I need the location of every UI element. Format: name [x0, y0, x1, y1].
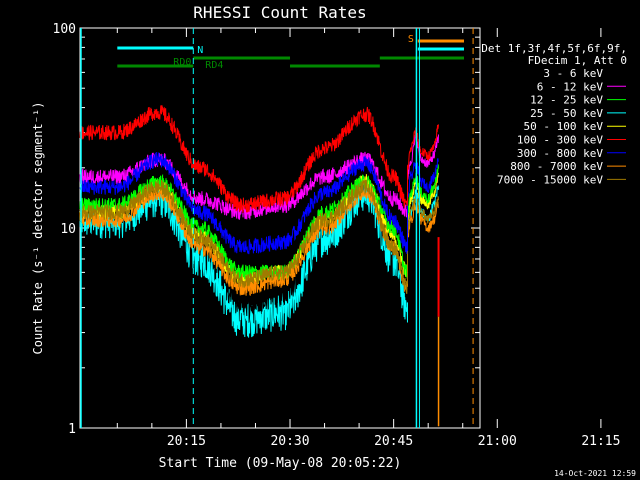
plot-area	[79, 27, 481, 429]
legend-header-line-2: FDecim 1, Att 0	[528, 54, 627, 67]
plot-frame	[79, 27, 481, 429]
series-line-6-12-keV	[79, 134, 439, 220]
flag-label-RD4: RD4	[205, 60, 223, 71]
x-tick-label: 20:30	[270, 434, 309, 449]
footer-date: 14-Oct-2021 12:59	[554, 469, 636, 478]
legend: Det 1f,3f,4f,5f,6f,9f, FDecim 1, Att 0 3…	[481, 42, 627, 186]
legend-label: 12 - 25 keV	[530, 94, 603, 107]
series-line-12-25-keV	[79, 164, 439, 281]
legend-label: 300 - 800 keV	[517, 147, 603, 160]
flag-label-S: S	[408, 34, 414, 45]
legend-label: 50 - 100 keV	[524, 120, 604, 133]
axis-ticks: 11010020:1520:3020:4521:0021:1521:3021:4…	[53, 22, 621, 449]
x-tick-label: 21:15	[581, 434, 620, 449]
legend-label: 800 - 7000 keV	[510, 160, 603, 173]
legend-label: 25 - 50 keV	[530, 107, 603, 120]
y-tick-label: 100	[53, 22, 76, 37]
x-tick-label: 20:45	[374, 434, 413, 449]
legend-label: 100 - 300 keV	[517, 134, 603, 147]
x-axis-label: Start Time (09-May-08 20:05:22)	[159, 456, 402, 471]
y-tick-label: 10	[60, 222, 76, 237]
x-tick-label: 21:00	[478, 434, 517, 449]
series-line-300-800-keV	[79, 151, 439, 255]
flag-label-RD0: RD0	[173, 57, 191, 68]
series-line-7000-15000-keV	[79, 179, 439, 295]
y-tick-label: 1	[68, 422, 76, 437]
series-curves	[79, 105, 440, 427]
legend-header-line-1: Det 1f,3f,4f,5f,6f,9f,	[481, 42, 627, 55]
y-axis-label: Count Rate (s⁻¹ detector segment⁻¹)	[31, 102, 45, 355]
flag-bars: N RD0 RD4 S	[117, 34, 464, 71]
vertical-markers	[80, 28, 474, 428]
x-tick-label: 20:15	[167, 434, 206, 449]
legend-label: 7000 - 15000 keV	[497, 173, 603, 186]
series-line-100-300-keV	[79, 105, 439, 213]
flag-label-N: N	[197, 45, 203, 56]
legend-label: 6 - 12 keV	[537, 80, 604, 93]
chart-title: RHESSI Count Rates	[193, 3, 366, 22]
legend-label: 3 - 6 keV	[543, 67, 603, 80]
